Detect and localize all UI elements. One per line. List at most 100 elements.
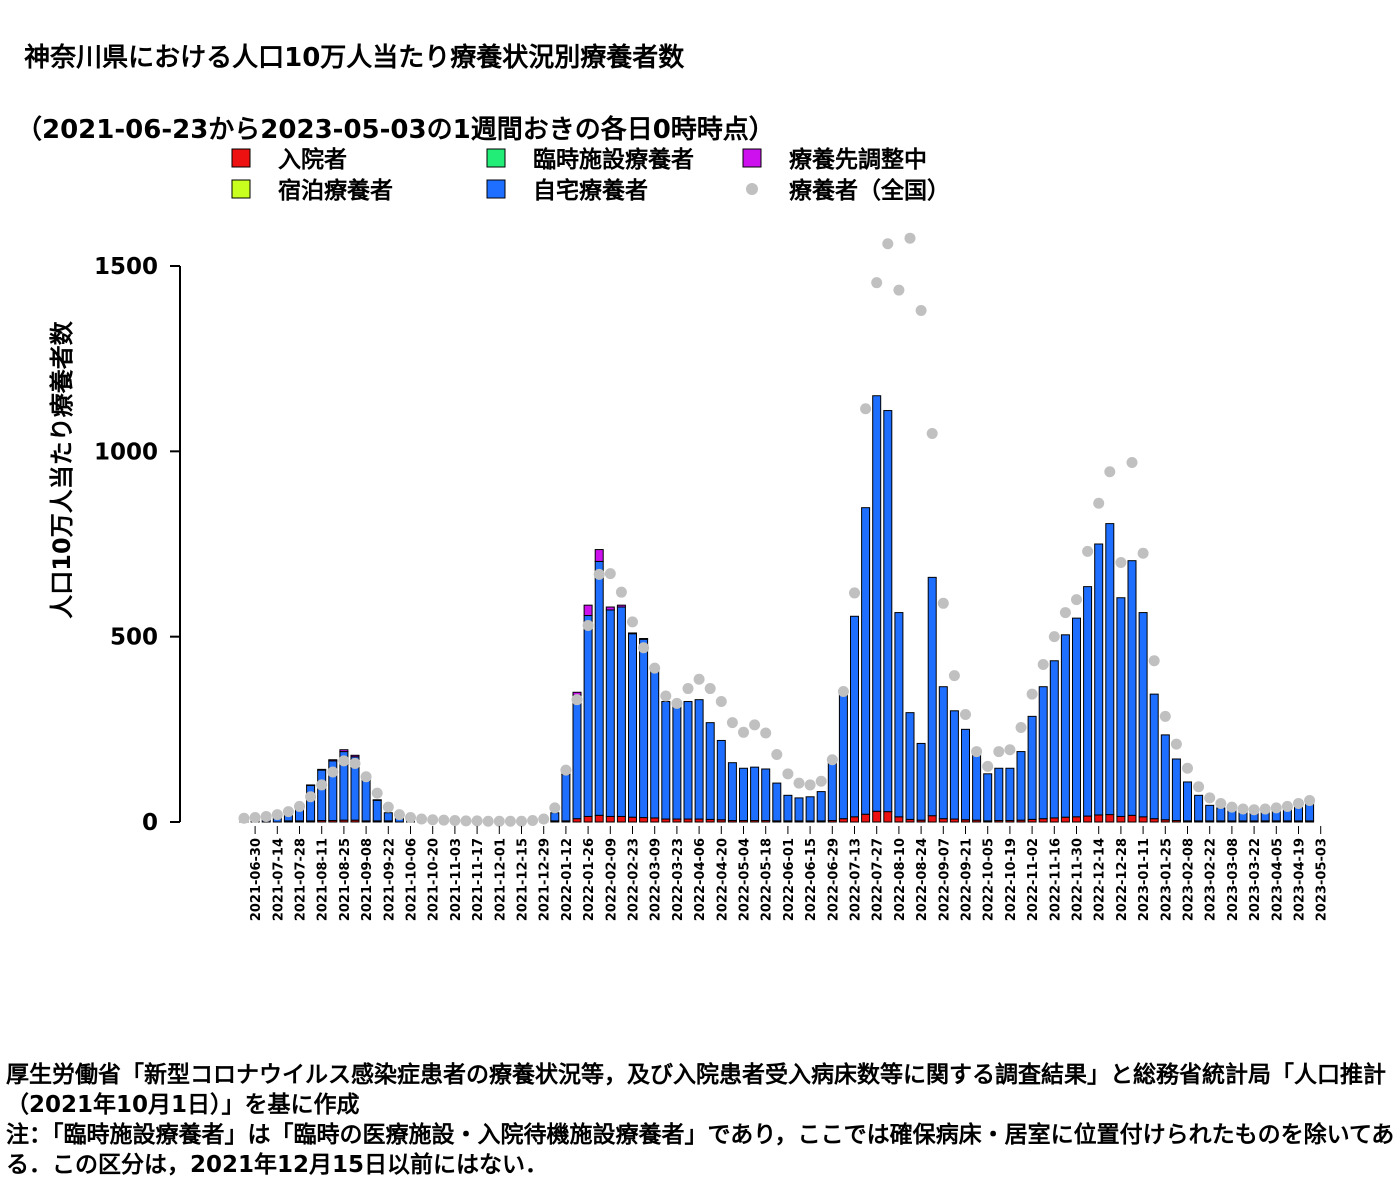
bar-segment-adjusting [583,604,593,617]
bar-stack [1138,612,1148,823]
legend-swatch-temp_facility [486,148,506,168]
bar-segment-hospital [838,818,848,823]
national-dot [993,746,1005,758]
bar-segment-home [583,615,593,817]
bar-stack [361,778,371,823]
bar-stack [616,604,626,823]
bar-segment-home [1216,807,1226,822]
national-dot [815,775,827,787]
bar-stack [339,749,349,823]
x-tick-label: 2022-10-05 [982,838,997,921]
national-dot [937,597,949,609]
national-dot [371,787,383,799]
x-tick-label: 2023-02-08 [1182,838,1197,921]
bar-segment-home [1127,560,1137,816]
bar-stack [972,752,982,823]
bar-stack [328,759,338,823]
bar-segment-home [317,769,327,822]
bar-segment-home [561,774,571,822]
bar-segment-hospital [616,815,626,823]
bar-stack [705,722,715,823]
bar-segment-hospital [1149,818,1159,823]
bar-segment-adjusting [350,754,360,758]
x-tick-label: 2022-09-07 [937,838,952,921]
bar-stack [1027,715,1037,823]
x-tick-label: 2022-07-13 [849,838,864,921]
legend-label-home: 自宅療養者 [533,177,648,204]
bar-segment-home [306,784,316,822]
bar-segment-home [916,742,926,821]
x-tick-label: 2022-01-26 [582,838,597,921]
bar-segment-hospital [1094,814,1104,823]
national-dot [837,686,849,698]
bar-segment-hospital [883,811,893,823]
legend-swatch-home [486,179,506,199]
national-dot [638,642,650,654]
bar-segment-hospital [1127,814,1137,823]
bar-segment-home [949,710,959,820]
x-tick-label: 2021-12-15 [516,838,531,921]
national-dot [1004,744,1016,756]
bar-stack [572,691,582,823]
bar-segment-hospital [927,815,937,823]
national-dot [238,812,250,824]
legend-label-temp_facility: 臨時施設療養者 [533,146,694,173]
national-dot [438,814,450,826]
national-dot [960,709,971,721]
bar-segment-home [628,633,637,818]
x-tick-label: 2022-06-01 [782,838,797,921]
x-tick-label: 2022-03-23 [671,838,686,921]
national-dot [1037,658,1049,670]
national-dot [804,779,816,791]
national-dot [704,683,716,695]
bar-stack [716,739,726,823]
category-note: 注：「臨時施設療養者」は「臨時の医療施設・入院待機施設療養者」であり，ここでは確… [6,1122,1395,1178]
bar-segment-home [694,699,704,820]
bar-stack [927,576,937,823]
bar-stack [694,699,704,823]
bar-segment-home [1160,734,1170,821]
national-dot [982,760,994,772]
bar-segment-adjusting [372,799,382,801]
bar-segment-home [783,794,793,822]
bar-stack [805,796,815,823]
national-dot [1248,804,1260,816]
national-dot [1048,631,1060,643]
national-dot [1259,803,1271,815]
bar-stack [1005,767,1015,823]
bar-stack [1038,686,1048,823]
national-dot [1182,762,1193,774]
national-dot [915,304,927,316]
legend-label-hotel: 宿泊療養者 [278,177,393,204]
x-tick-label: 2022-04-20 [715,838,730,921]
bar-segment-hospital [628,816,637,823]
national-dot [593,568,605,580]
bar-segment-home [1171,758,1181,822]
bar-segment-home [905,712,915,820]
bar-segment-home [894,612,904,818]
bar-stack [583,604,593,823]
bar-segment-home [1083,586,1093,817]
bar-stack [1171,758,1181,823]
chart-title-line2: （2021-06-23から2023-05-03の1週間おきの各日0時時点） [16,115,775,145]
bar-segment-home [605,609,615,817]
bar-segment-hospital [583,815,593,823]
bar-stack [772,782,782,823]
national-dot [1270,802,1282,814]
bar-stack [1205,804,1215,823]
national-dot [482,815,494,827]
national-dot [793,777,805,789]
bar-segment-home [838,691,848,820]
y-tick-label: 1500 [94,254,158,280]
bar-stack [1194,794,1204,823]
bar-segment-home [1005,767,1015,822]
bar-segment-home [961,728,970,821]
bar-segment-home [550,812,560,822]
bar-segment-home [927,576,937,817]
national-dot [1093,497,1105,509]
bar-stack [661,701,671,823]
bar-stack [1105,523,1115,823]
x-tick-label: 2021-11-17 [471,838,486,921]
x-tick-label: 2023-03-08 [1226,838,1241,921]
